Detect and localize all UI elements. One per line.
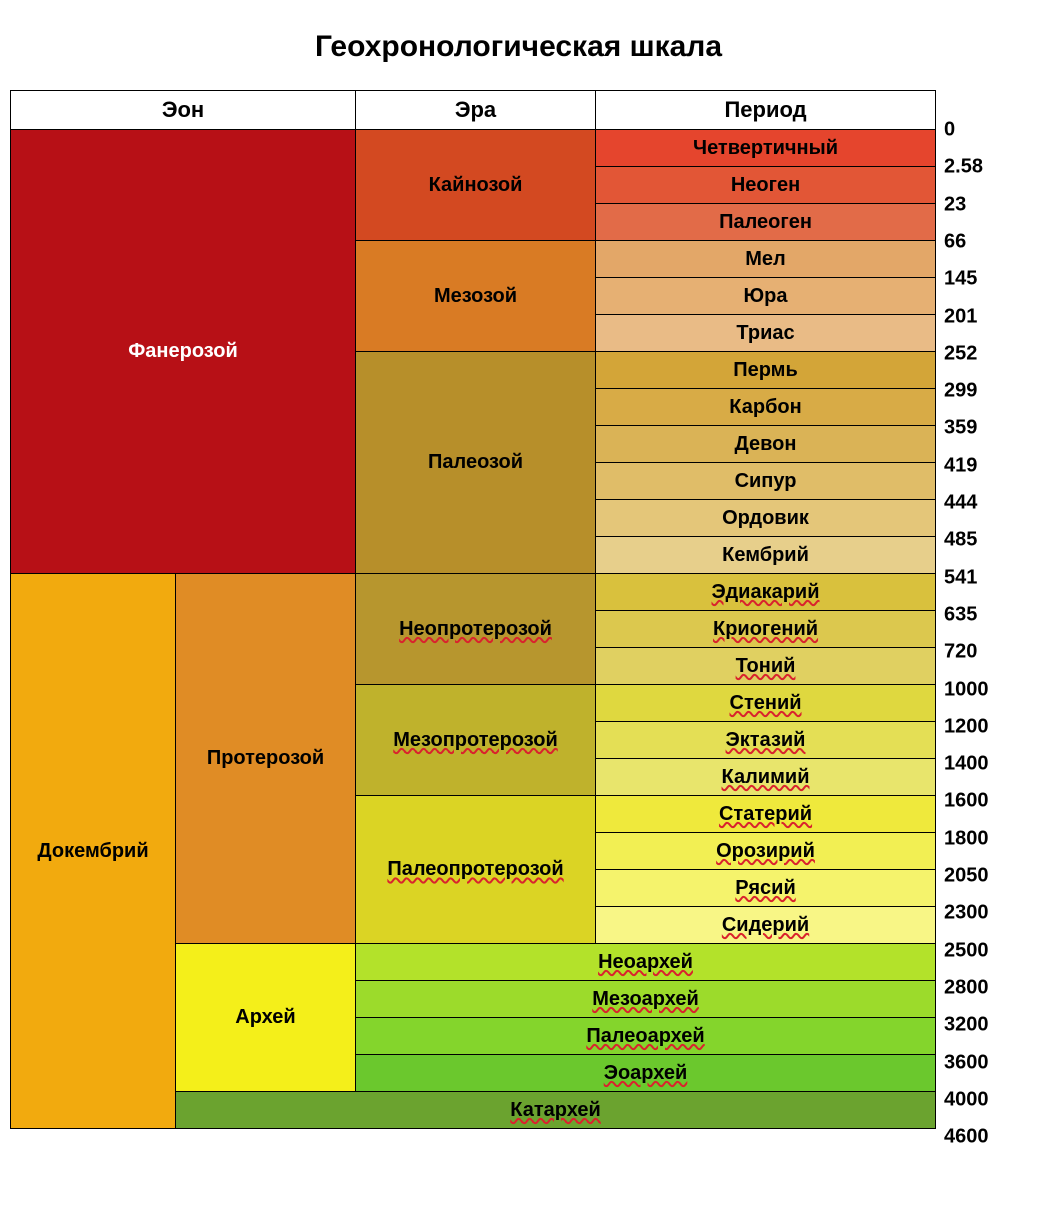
period-paleogene: Палеоген [596,204,936,241]
time-tick: 299 [944,380,977,403]
era-label-mesoproterozoic: Мезопротерозой [393,729,558,751]
eon-archean: Архей [176,944,356,1092]
time-tick: 2300 [944,902,989,925]
time-tick: 1400 [944,753,989,776]
period-jurassic: Юра [596,278,936,315]
time-tick: 23 [944,193,966,216]
time-tick: 4000 [944,1088,989,1111]
time-tick: 4600 [944,1126,989,1149]
period-silurian: Сипур [596,463,936,500]
period-label-rhyacian: Рясий [735,877,795,899]
period-siderian: Сидерий [596,907,936,944]
chart-title: Геохронологическая шкала [10,30,1027,64]
header-eon: Эон [11,91,356,130]
era-neoarchean: Неоархей [356,944,936,981]
time-tick: 1000 [944,678,989,701]
time-tick: 2.58 [944,156,983,179]
time-tick: 2050 [944,865,989,888]
era-paleoarchean: Палеоархей [356,1018,936,1055]
period-neogene: Неоген [596,167,936,204]
period-label-tonian: Тоний [736,655,796,677]
scale-row: ДокембрийПротерозойНеопротерозойЭдиакари… [11,574,936,611]
period-devonian: Девон [596,426,936,463]
era-paleozoic: Палеозой [356,352,596,574]
period-label-siderian: Сидерий [722,914,809,936]
time-tick: 0 [944,119,955,142]
time-tick: 145 [944,268,977,291]
time-tick: 66 [944,230,966,253]
eon-hadean: Катархей [176,1092,936,1129]
time-tick: 444 [944,492,977,515]
period-label-stenian: Стений [730,692,802,714]
period-permian: Пермь [596,352,936,389]
time-tick: 419 [944,454,977,477]
period-statherian: Статерий [596,796,936,833]
era-label-paleoarchean: Палеоархей [586,1025,704,1047]
period-label-statherian: Статерий [719,803,812,825]
eon-proterozoic: Протерозой [176,574,356,944]
scale-table: Эон Эра Период ФанерозойКайнозойЧетверти… [10,90,936,1129]
period-cretaceous: Мел [596,241,936,278]
period-label-ediacaran: Эдиакарий [712,581,820,603]
chart-wrap: Эон Эра Период ФанерозойКайнозойЧетверти… [10,90,1027,1174]
time-tick: 252 [944,342,977,365]
era-mesozoic: Мезозой [356,241,596,352]
time-tick: 359 [944,417,977,440]
time-tick: 1600 [944,790,989,813]
era-mesoproterozoic: Мезопротерозой [356,685,596,796]
period-cambrian: Кембрий [596,537,936,574]
era-cenozoic: Кайнозой [356,130,596,241]
period-ectasian: Эктазий [596,722,936,759]
era-label-neoarchean: Неоархей [598,951,693,973]
time-tick: 1800 [944,827,989,850]
period-stenian: Стений [596,685,936,722]
time-tick: 485 [944,529,977,552]
period-label-cryogenian: Криогений [713,618,818,640]
header-era: Эра [356,91,596,130]
time-tick: 720 [944,641,977,664]
period-orosirian: Орозирий [596,833,936,870]
period-calymmian: Калимий [596,759,936,796]
header-row: Эон Эра Период [11,91,936,130]
period-tonian: Тоний [596,648,936,685]
era-label-paleoproterozoic: Палеопротерозой [387,858,563,880]
period-ediacaran: Эдиакарий [596,574,936,611]
period-quaternary: Четвертичный [596,130,936,167]
period-label-calymmian: Калимий [722,766,810,788]
period-triassic: Триас [596,315,936,352]
time-tick: 1200 [944,715,989,738]
period-rhyacian: Рясий [596,870,936,907]
time-tick: 3200 [944,1014,989,1037]
period-label-orosirian: Орозирий [716,840,815,862]
period-carboniferous: Карбон [596,389,936,426]
time-tick: 201 [944,305,977,328]
time-tick: 2800 [944,976,989,999]
scale-row: ФанерозойКайнозойЧетвертичный [11,130,936,167]
time-tick: 541 [944,566,977,589]
eon-phanerozoic: Фанерозой [11,130,356,574]
era-paleoproterozoic: Палеопротерозой [356,796,596,944]
era-label-neoproterozoic: Неопротерозой [399,618,552,640]
geochronological-scale: Геохронологическая шкала Эон Эра Период … [0,0,1037,1214]
period-label-ectasian: Эктазий [726,729,806,751]
scale-body: ФанерозойКайнозойЧетвертичныйНеогенПалео… [11,130,936,1129]
eon-precambrian: Докембрий [11,574,176,1129]
era-eoarchean: Эоархей [356,1055,936,1092]
period-ordovician: Ордовик [596,500,936,537]
time-tick: 635 [944,603,977,626]
era-mesoarchean: Мезоархей [356,981,936,1018]
eon-label-hadean: Катархей [510,1099,601,1121]
time-tick: 2500 [944,939,989,962]
time-axis: 0 2.58 23 66 145 201 252 299 359 419 444 485 541 635 7… [944,90,1024,1174]
period-cryogenian: Криогений [596,611,936,648]
header-period: Период [596,91,936,130]
era-label-mesoarchean: Мезоархей [592,988,699,1010]
time-tick: 3600 [944,1051,989,1074]
era-label-eoarchean: Эоархей [604,1062,688,1084]
era-neoproterozoic: Неопротерозой [356,574,596,685]
